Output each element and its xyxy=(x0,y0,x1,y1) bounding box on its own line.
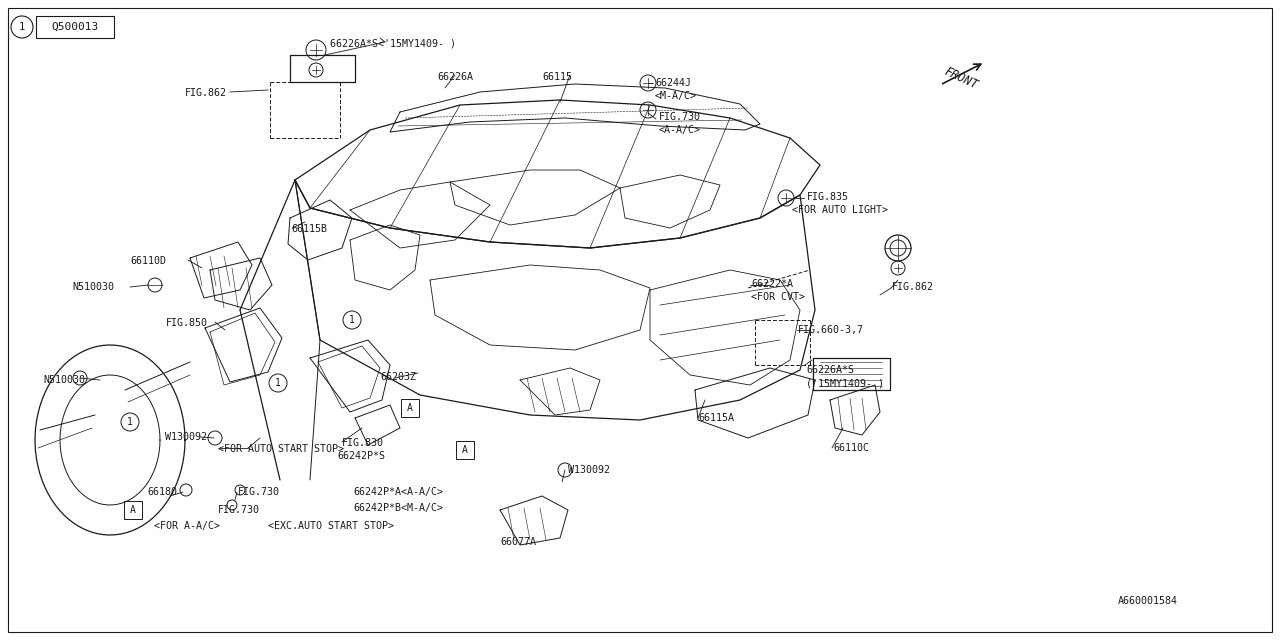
Text: 66242P*S: 66242P*S xyxy=(337,451,385,461)
Text: 66226A*S<'15MY1409- ): 66226A*S<'15MY1409- ) xyxy=(330,38,456,48)
Text: A: A xyxy=(462,445,468,455)
Text: FRONT: FRONT xyxy=(942,65,979,92)
Text: N510030: N510030 xyxy=(72,282,114,292)
Text: FIG.835: FIG.835 xyxy=(806,192,849,202)
Text: 66077A: 66077A xyxy=(500,537,536,547)
Text: Q500013: Q500013 xyxy=(51,22,99,32)
Text: 66110D: 66110D xyxy=(131,256,166,266)
Bar xyxy=(36,16,114,38)
Text: FIG.862: FIG.862 xyxy=(186,88,227,98)
Text: 66110C: 66110C xyxy=(833,443,869,453)
Text: 66242P*A<A-A/C>: 66242P*A<A-A/C> xyxy=(353,487,443,497)
Text: 66180: 66180 xyxy=(147,487,177,497)
Text: N510030: N510030 xyxy=(44,375,84,385)
Text: A660001584: A660001584 xyxy=(1117,596,1178,606)
Text: 66203Z: 66203Z xyxy=(380,372,416,382)
Text: <A-A/C>: <A-A/C> xyxy=(659,125,701,135)
Text: A: A xyxy=(131,505,136,515)
Text: 1: 1 xyxy=(127,417,133,427)
Text: FIG.850: FIG.850 xyxy=(166,318,209,328)
Text: FIG.862: FIG.862 xyxy=(892,282,934,292)
Text: 1: 1 xyxy=(349,315,355,325)
Text: 1: 1 xyxy=(275,378,280,388)
Bar xyxy=(401,399,419,417)
Text: FIG.730: FIG.730 xyxy=(659,112,701,122)
Text: 66226A: 66226A xyxy=(436,72,474,82)
Text: 66115B: 66115B xyxy=(291,224,326,234)
Text: W130092: W130092 xyxy=(165,432,207,442)
Text: <FOR CVT>: <FOR CVT> xyxy=(751,292,805,302)
Text: W130092: W130092 xyxy=(568,465,611,475)
Text: 66226A*S: 66226A*S xyxy=(806,365,854,375)
Text: <FOR A-A/C>: <FOR A-A/C> xyxy=(154,521,220,531)
Text: 66115A: 66115A xyxy=(698,413,733,423)
Text: A: A xyxy=(407,403,413,413)
Text: 66115: 66115 xyxy=(541,72,572,82)
Text: FIG.660-3,7: FIG.660-3,7 xyxy=(797,325,864,335)
Text: <M-A/C>: <M-A/C> xyxy=(655,91,698,101)
Text: 66244J: 66244J xyxy=(655,78,691,88)
Text: FIG.730: FIG.730 xyxy=(218,505,260,515)
Text: <EXC.AUTO START STOP>: <EXC.AUTO START STOP> xyxy=(268,521,394,531)
Text: 66242P*B<M-A/C>: 66242P*B<M-A/C> xyxy=(353,503,443,513)
Text: <FOR AUTO START STOP>: <FOR AUTO START STOP> xyxy=(218,444,344,454)
Text: <FOR AUTO LIGHT>: <FOR AUTO LIGHT> xyxy=(792,205,888,215)
Bar xyxy=(456,441,474,459)
Text: 1: 1 xyxy=(19,22,26,32)
Text: 66222*A: 66222*A xyxy=(751,279,794,289)
Text: FIG.730: FIG.730 xyxy=(238,487,280,497)
Bar xyxy=(124,501,142,519)
Text: FIG.830: FIG.830 xyxy=(342,438,384,448)
Text: ('15MY1409- ): ('15MY1409- ) xyxy=(806,378,884,388)
